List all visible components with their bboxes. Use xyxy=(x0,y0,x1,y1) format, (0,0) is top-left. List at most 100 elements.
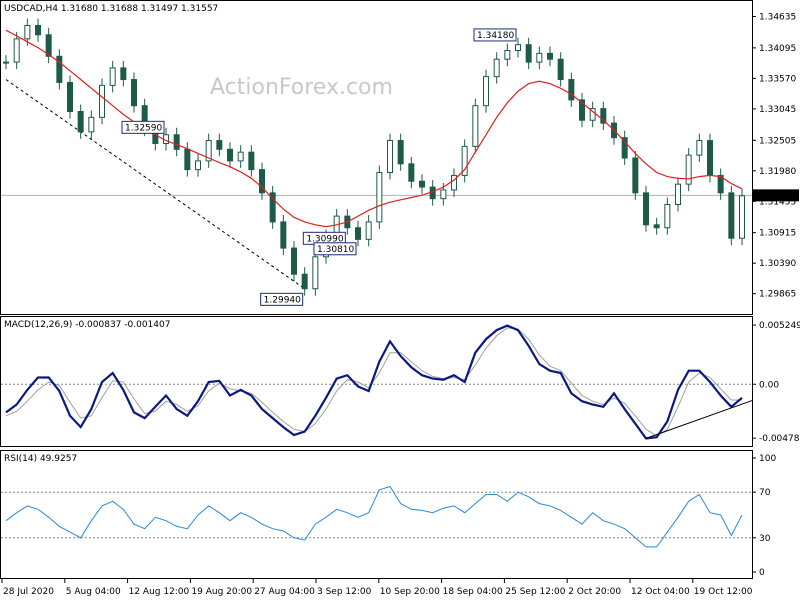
axes: 1.34635 1.34095 1.33570 1.33045 1.32505 1.319… xyxy=(1,12,800,597)
y-tick-label: 1.34095 xyxy=(759,44,796,54)
candle-body xyxy=(525,44,532,63)
candle-body xyxy=(408,163,415,182)
candle-body xyxy=(77,111,84,133)
y-tick-label: -0.004785 xyxy=(759,434,800,444)
candle-body xyxy=(35,25,41,36)
x-tick-label: 19 Oct 12:00 xyxy=(694,587,753,597)
moving-average-line xyxy=(5,29,743,228)
price-label-box xyxy=(260,292,304,306)
candle-body xyxy=(461,145,468,176)
macd-panel-frame xyxy=(0,316,753,447)
y-tick-label: 1.31455 xyxy=(759,197,796,207)
candle-body xyxy=(451,174,457,191)
x-tick-label: 12 Oct 04:00 xyxy=(631,587,690,597)
candle-body xyxy=(205,140,212,162)
y-tick-label: 0 xyxy=(759,568,765,578)
y-tick-label: 1.32505 xyxy=(759,136,796,146)
candle-body xyxy=(419,180,425,188)
current-price-badge xyxy=(753,189,799,202)
candle-body xyxy=(632,157,639,194)
candle-body xyxy=(376,172,383,223)
watermark: ActionForex.com xyxy=(210,75,393,100)
candle-body xyxy=(248,151,255,171)
candle-body xyxy=(24,25,31,40)
candle-body xyxy=(557,58,564,81)
price-panel-title: USDCAD,H4 1.31680 1.31688 1.31497 1.3155… xyxy=(4,4,218,14)
x-tick-label: 3 Sep 12:00 xyxy=(317,587,372,597)
x-tick-label: 5 Aug 04:00 xyxy=(66,587,121,597)
candle-body xyxy=(440,189,447,200)
x-tick-label: 19 Aug 20:00 xyxy=(191,587,252,597)
y-tick-label: 0.005249 xyxy=(759,321,800,331)
price-label: 1.30810 xyxy=(317,245,354,255)
candle-body xyxy=(131,79,137,107)
y-tick-label: 1.30390 xyxy=(759,259,796,269)
price-label-box xyxy=(121,120,165,134)
rsi-plot xyxy=(1,485,752,548)
x-tick-label: 10 Sep 20:00 xyxy=(380,587,440,597)
macd-trendline xyxy=(645,400,753,439)
candle-body xyxy=(621,137,628,159)
candle-body xyxy=(237,151,244,162)
candle-body xyxy=(365,221,372,240)
x-tick-label: 28 Jul 2020 xyxy=(3,587,54,597)
candle-body xyxy=(728,192,735,239)
price-label-box xyxy=(313,242,357,256)
candle-body xyxy=(515,44,521,51)
price-label: 1.34180 xyxy=(477,31,514,41)
y-tick-label: 100 xyxy=(759,454,776,464)
candle-body xyxy=(56,55,63,83)
candle-body xyxy=(547,52,553,60)
candle-body xyxy=(173,134,180,150)
price-trendline xyxy=(5,79,305,290)
candle-body xyxy=(568,79,575,101)
candle-body xyxy=(664,203,671,229)
y-tick-label: 1.30915 xyxy=(759,229,796,239)
candle-body xyxy=(589,108,596,121)
y-tick-label: 1.31980 xyxy=(759,167,796,177)
current-price-value: 1.31557 xyxy=(757,191,794,201)
candle-body xyxy=(675,183,681,205)
candle-body xyxy=(579,99,585,121)
candle-body xyxy=(483,76,489,107)
candle-body xyxy=(109,67,116,86)
x-tick-label: 12 Aug 12:00 xyxy=(129,587,190,597)
rsi-line xyxy=(5,485,743,548)
y-tick-label: 1.33045 xyxy=(759,105,796,115)
candle-body xyxy=(291,247,297,275)
candle-body xyxy=(504,49,511,60)
y-tick-label: 0.00 xyxy=(759,380,779,390)
candle-body xyxy=(696,140,703,156)
macd-plot xyxy=(1,324,753,440)
candle-body xyxy=(355,227,361,240)
candle-body xyxy=(269,192,276,223)
candle-body xyxy=(227,148,233,162)
candle-body xyxy=(301,273,308,290)
rsi-panel-title: RSI(14) 49.9257 xyxy=(4,454,77,464)
candle-body xyxy=(707,140,713,176)
candle-body xyxy=(45,34,52,57)
candle-body xyxy=(13,38,20,63)
candle-body xyxy=(3,61,9,64)
candle-body xyxy=(184,148,191,171)
candle-body xyxy=(643,192,649,226)
candle-body xyxy=(88,116,95,133)
candle-body xyxy=(653,224,660,229)
candle-body xyxy=(397,140,404,165)
price-label-box xyxy=(473,28,517,42)
candle-body xyxy=(739,195,745,239)
rsi-panel-frame xyxy=(0,450,753,579)
candle-body xyxy=(717,174,724,194)
candle-body xyxy=(472,105,479,147)
price-label: 1.30990 xyxy=(306,234,343,244)
candle-body xyxy=(99,84,105,118)
candle-body xyxy=(195,160,201,171)
candle-body xyxy=(387,140,393,174)
y-tick-label: 1.29865 xyxy=(759,290,796,300)
price-label: 1.32590 xyxy=(125,123,162,133)
y-tick-label: 30 xyxy=(759,534,771,544)
candle-body xyxy=(600,108,607,124)
y-tick-label: 1.34635 xyxy=(759,12,796,22)
macd-panel-title: MACD(12,26,9) -0.000837 -0.001407 xyxy=(4,320,170,330)
